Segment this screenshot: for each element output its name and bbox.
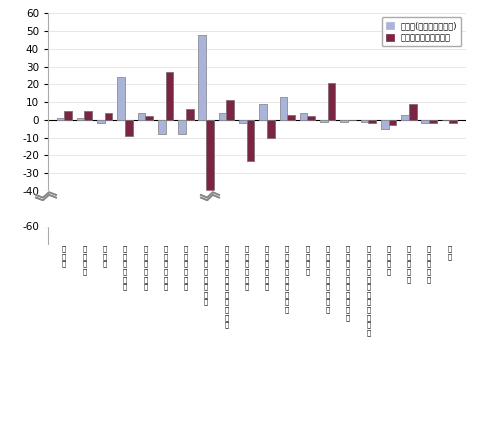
Bar: [287, 115, 295, 120]
Bar: [178, 120, 186, 134]
Bar: [449, 120, 457, 123]
Bar: [328, 83, 336, 120]
Bar: [138, 113, 145, 120]
Bar: [368, 120, 376, 123]
Bar: [449, 120, 457, 123]
Bar: [145, 116, 153, 120]
Bar: [64, 111, 72, 120]
Bar: [44, 191, 469, 226]
Bar: [239, 120, 247, 123]
Bar: [219, 113, 227, 120]
Bar: [267, 120, 275, 138]
Bar: [117, 77, 125, 120]
Bar: [340, 120, 348, 122]
Bar: [145, 116, 153, 120]
Bar: [381, 120, 389, 129]
Bar: [138, 113, 145, 120]
Bar: [279, 97, 287, 120]
Bar: [77, 118, 84, 120]
Bar: [409, 104, 417, 120]
Bar: [429, 120, 437, 123]
Bar: [77, 118, 84, 120]
Bar: [125, 120, 133, 136]
Bar: [57, 118, 64, 120]
Bar: [158, 120, 166, 134]
Bar: [97, 120, 105, 123]
Bar: [186, 109, 193, 120]
Bar: [64, 111, 72, 120]
Bar: [84, 111, 92, 120]
Bar: [267, 120, 275, 138]
Bar: [178, 120, 186, 134]
Bar: [381, 120, 389, 129]
Bar: [158, 120, 166, 134]
Bar: [429, 120, 437, 123]
Bar: [198, 35, 206, 120]
Bar: [279, 97, 287, 120]
Bar: [247, 120, 254, 161]
Bar: [206, 120, 214, 200]
Bar: [389, 120, 396, 125]
Bar: [328, 83, 336, 120]
Bar: [247, 120, 254, 161]
Bar: [186, 109, 193, 120]
Bar: [259, 104, 267, 120]
Bar: [219, 113, 227, 120]
Bar: [125, 120, 133, 136]
Bar: [206, 120, 214, 200]
Bar: [117, 77, 125, 120]
Bar: [401, 115, 409, 120]
Bar: [239, 120, 247, 123]
Bar: [105, 113, 112, 120]
Bar: [320, 120, 328, 122]
Bar: [97, 120, 105, 123]
Bar: [340, 120, 348, 122]
Bar: [259, 104, 267, 120]
Bar: [287, 115, 295, 120]
Bar: [360, 120, 368, 122]
Bar: [166, 72, 173, 120]
Bar: [409, 104, 417, 120]
Bar: [227, 100, 234, 120]
Bar: [300, 113, 308, 120]
Bar: [308, 116, 315, 120]
Bar: [360, 120, 368, 122]
Bar: [227, 100, 234, 120]
Bar: [389, 120, 396, 125]
Bar: [320, 120, 328, 122]
Bar: [421, 120, 429, 123]
Bar: [368, 120, 376, 123]
Bar: [84, 111, 92, 120]
Bar: [44, 191, 480, 226]
Legend: 前月比(季節調整済指数), 前年同月比（原指数）: 前月比(季節調整済指数), 前年同月比（原指数）: [382, 17, 461, 46]
Bar: [105, 113, 112, 120]
Bar: [300, 113, 308, 120]
Bar: [308, 116, 315, 120]
Bar: [57, 118, 64, 120]
Bar: [401, 115, 409, 120]
Bar: [421, 120, 429, 123]
Bar: [198, 35, 206, 120]
Bar: [166, 72, 173, 120]
